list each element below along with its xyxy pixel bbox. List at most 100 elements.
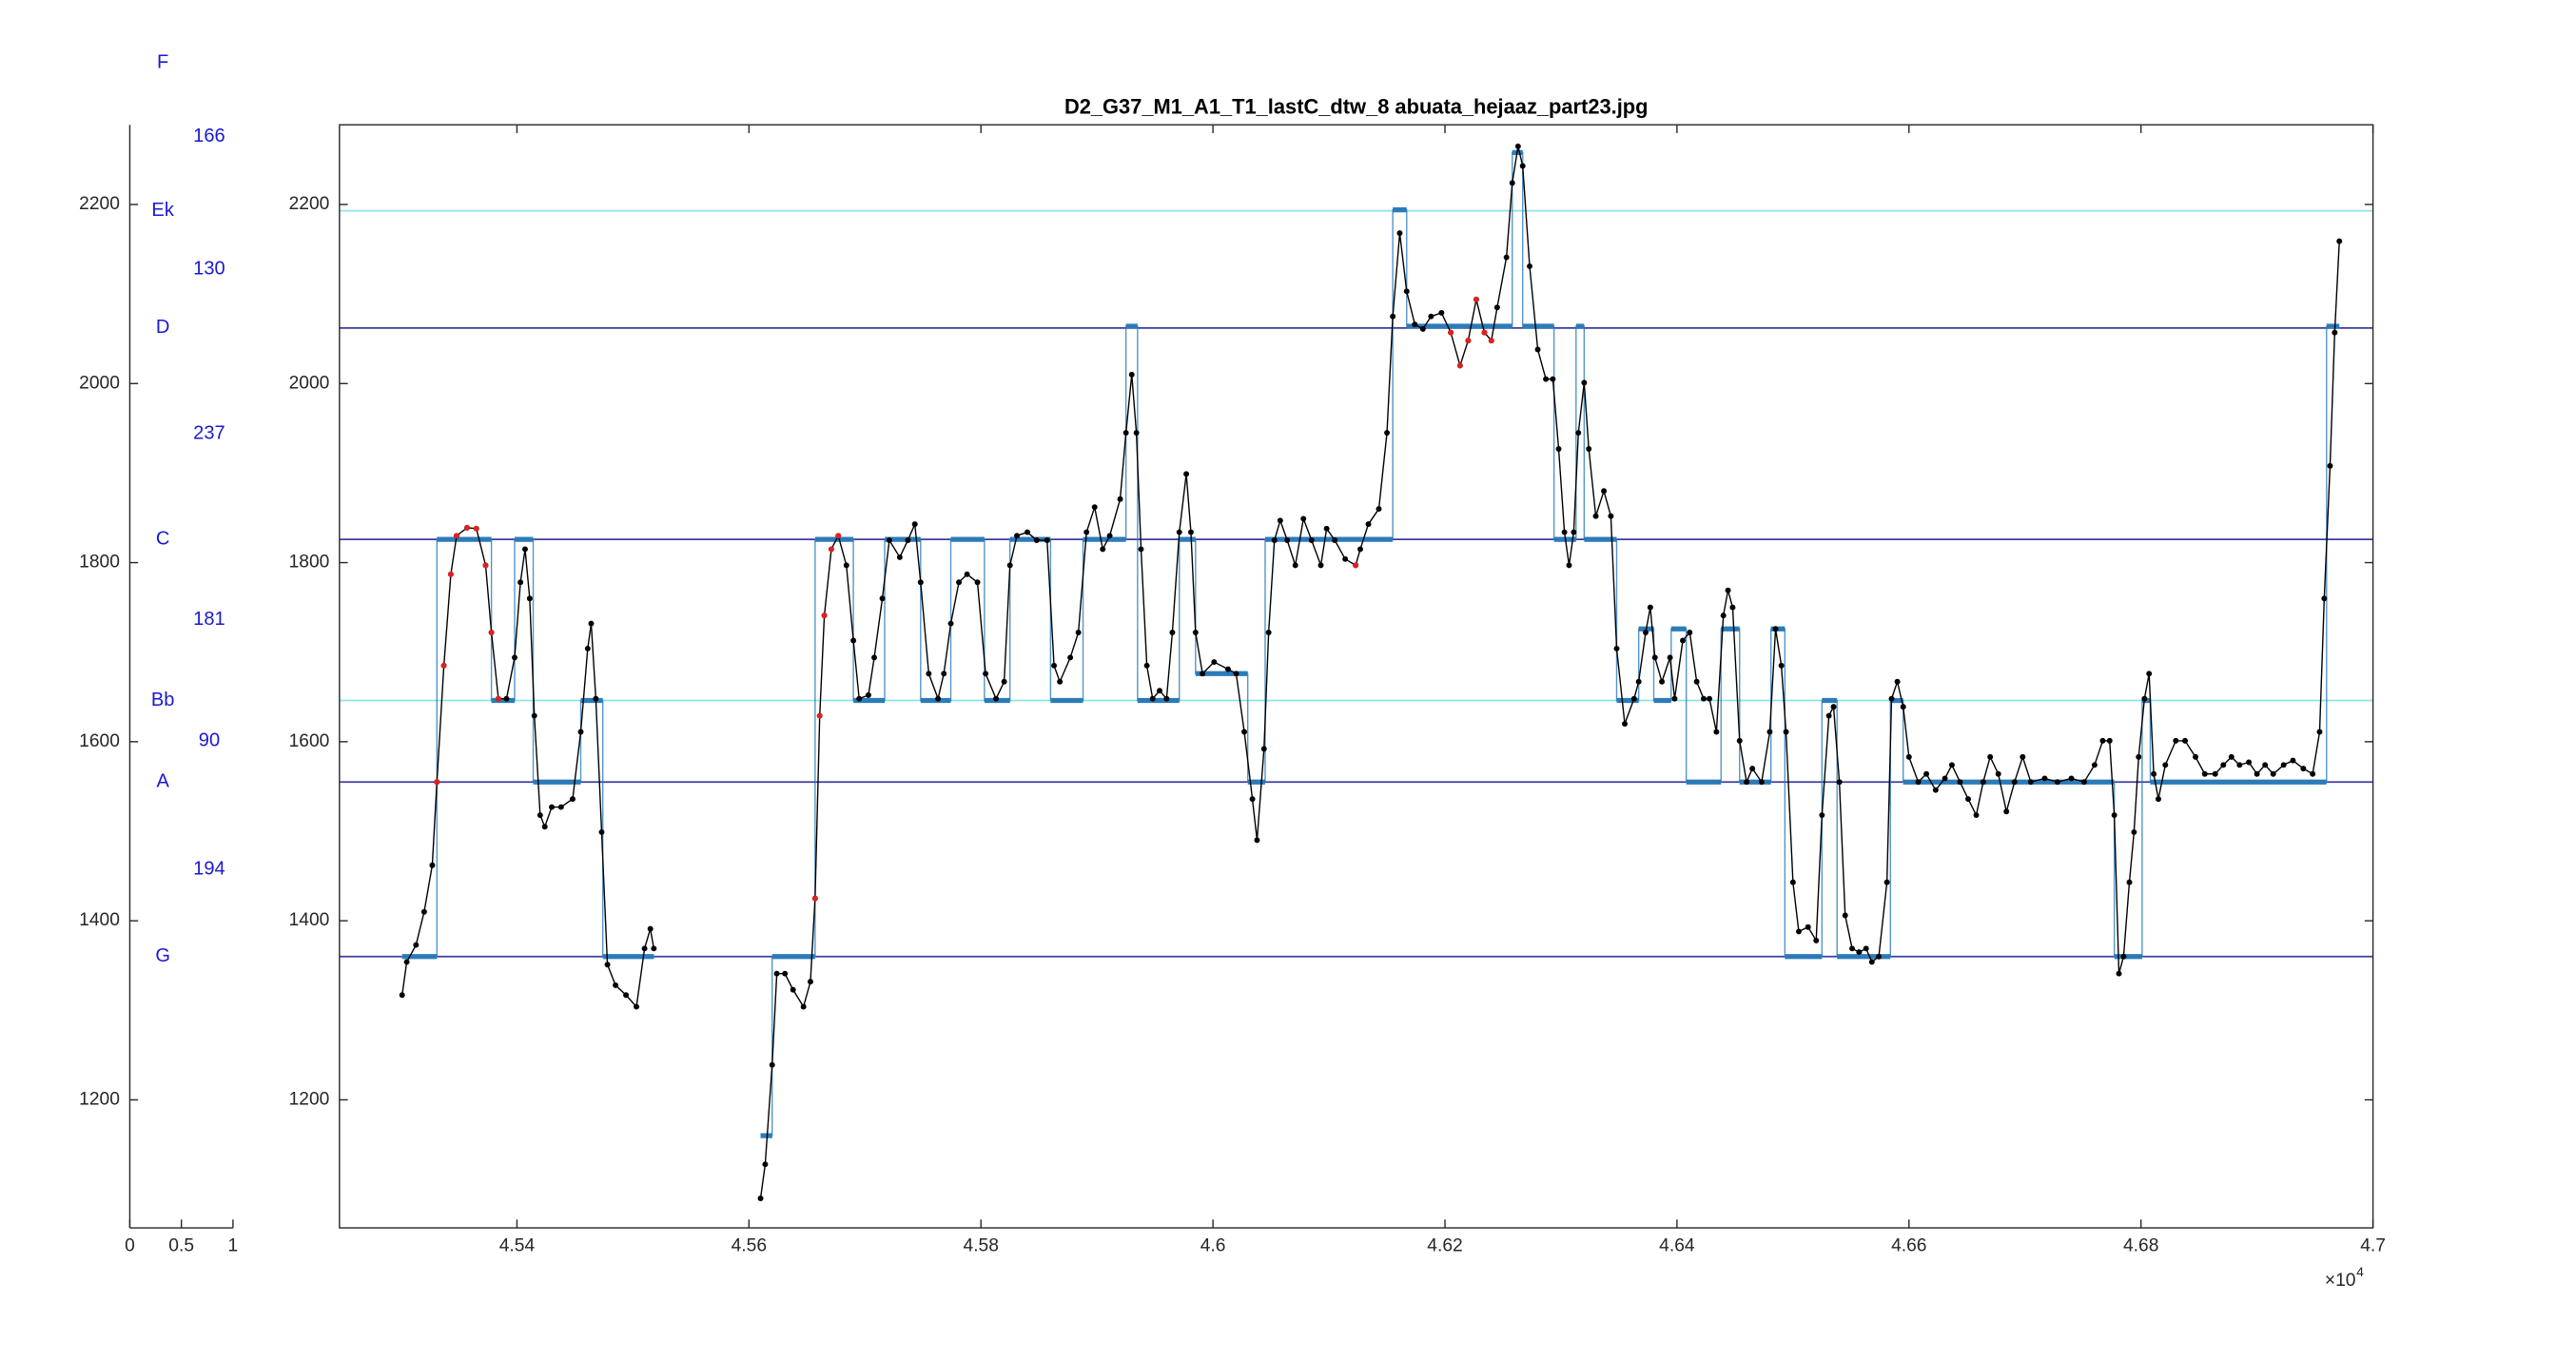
pitch-point — [1509, 180, 1515, 186]
pitch-point — [537, 812, 543, 819]
pitch-point — [1836, 779, 1843, 786]
pitch-point — [512, 654, 517, 661]
pitch-point — [807, 979, 813, 985]
pitch-point — [1693, 678, 1700, 685]
pitch-point — [956, 579, 963, 586]
pitch-point — [503, 695, 510, 702]
pitch-point — [413, 942, 420, 948]
pitch-point — [2141, 695, 2148, 702]
pitch-point — [1308, 537, 1315, 544]
pitch-point — [2111, 812, 2117, 819]
pitch-point — [2091, 762, 2098, 768]
pitch-point — [1163, 695, 1170, 702]
highlight-point — [454, 533, 460, 539]
pitch-point — [2120, 953, 2127, 960]
y-tick-label: 2000 — [79, 373, 120, 393]
pitch-point — [1100, 546, 1106, 553]
pitch-point — [2041, 775, 2048, 782]
pitch-point — [651, 945, 657, 952]
highlight-point — [1488, 338, 1494, 344]
pitch-point — [2126, 879, 2133, 885]
x-tick-label: 4.54 — [499, 1235, 536, 1255]
pitch-point — [1973, 812, 1980, 819]
pitch-point — [557, 804, 564, 810]
pitch-point — [964, 571, 970, 577]
pitch-point — [2173, 737, 2179, 744]
pitch-point — [1317, 562, 1324, 569]
pitch-point — [1687, 630, 1693, 635]
pitch-point — [2201, 770, 2208, 777]
pitch-point — [757, 1195, 764, 1201]
highlight-point — [482, 562, 489, 569]
pitch-point — [1138, 546, 1144, 553]
note-label: G — [155, 945, 170, 966]
highlight-point — [816, 712, 823, 719]
pitch-point — [604, 962, 611, 968]
pitch-point — [2236, 762, 2243, 768]
pitch-point — [1987, 753, 1994, 760]
pitch-point — [1396, 230, 1403, 237]
pitch-point — [1224, 666, 1231, 672]
pitch-point — [1260, 746, 1267, 752]
pitch-point — [1749, 766, 1756, 772]
pitch-point — [1795, 928, 1802, 935]
pitch-point — [2220, 762, 2227, 768]
pitch-point — [2290, 757, 2296, 764]
pitch-point — [2310, 770, 2316, 777]
highlight-point — [440, 662, 447, 669]
interval-label: 166 — [193, 126, 225, 146]
pitch-point — [1265, 630, 1272, 635]
pitch-point — [1332, 537, 1338, 544]
pitch-point — [399, 992, 405, 999]
pitch-point — [843, 562, 849, 569]
pitch-point — [1635, 678, 1642, 685]
pitch-point — [2027, 779, 2034, 786]
pitch-point — [1581, 379, 1588, 386]
pitch-point — [2182, 737, 2189, 744]
x-tick-label: 0.5 — [168, 1235, 194, 1255]
pitch-point — [1720, 612, 1727, 619]
pitch-point — [1323, 525, 1330, 532]
pitch-point — [1805, 924, 1811, 930]
pitch-point — [623, 992, 630, 999]
y-tick-label: 2200 — [79, 194, 120, 214]
highlight-point — [464, 524, 470, 531]
pitch-point — [1729, 604, 1736, 611]
pitch-point — [1025, 529, 1030, 535]
pitch-point — [1758, 779, 1765, 786]
pitch-point — [1586, 446, 1592, 452]
pitch-point — [522, 546, 528, 553]
pitch-point — [1106, 533, 1113, 539]
pitch-point — [420, 908, 427, 915]
x-tick-label: 4.66 — [1891, 1235, 1926, 1255]
pitch-point — [2246, 759, 2253, 766]
pitch-point — [1083, 529, 1090, 535]
pitch-point — [905, 537, 911, 544]
pitch-point — [911, 521, 918, 528]
pitch-point — [1842, 912, 1848, 919]
pitch-point — [531, 712, 537, 719]
pitch-point — [1957, 779, 1963, 786]
pitch-point — [1876, 953, 1883, 960]
pitch-point — [1428, 313, 1434, 320]
pitch-point — [1856, 949, 1863, 956]
pitch-point — [1707, 695, 1713, 702]
pitch-point — [2146, 671, 2153, 677]
pitch-point — [1514, 143, 1521, 149]
highlight-point — [434, 779, 440, 786]
pitch-point — [935, 695, 942, 702]
pitch-point — [1555, 446, 1562, 452]
pitch-point — [1493, 304, 1500, 311]
pitch-point — [1942, 775, 1948, 782]
pitch-point — [1211, 659, 1218, 666]
pitch-point — [1905, 753, 1912, 760]
pitch-point — [1825, 712, 1832, 719]
highlight-point — [473, 525, 479, 532]
y-tick-label: 1200 — [79, 1089, 120, 1109]
pitch-point — [1277, 517, 1283, 524]
highlight-point — [447, 571, 454, 577]
x-tick-label: 0 — [125, 1235, 135, 1255]
axes-box — [339, 124, 2374, 1229]
